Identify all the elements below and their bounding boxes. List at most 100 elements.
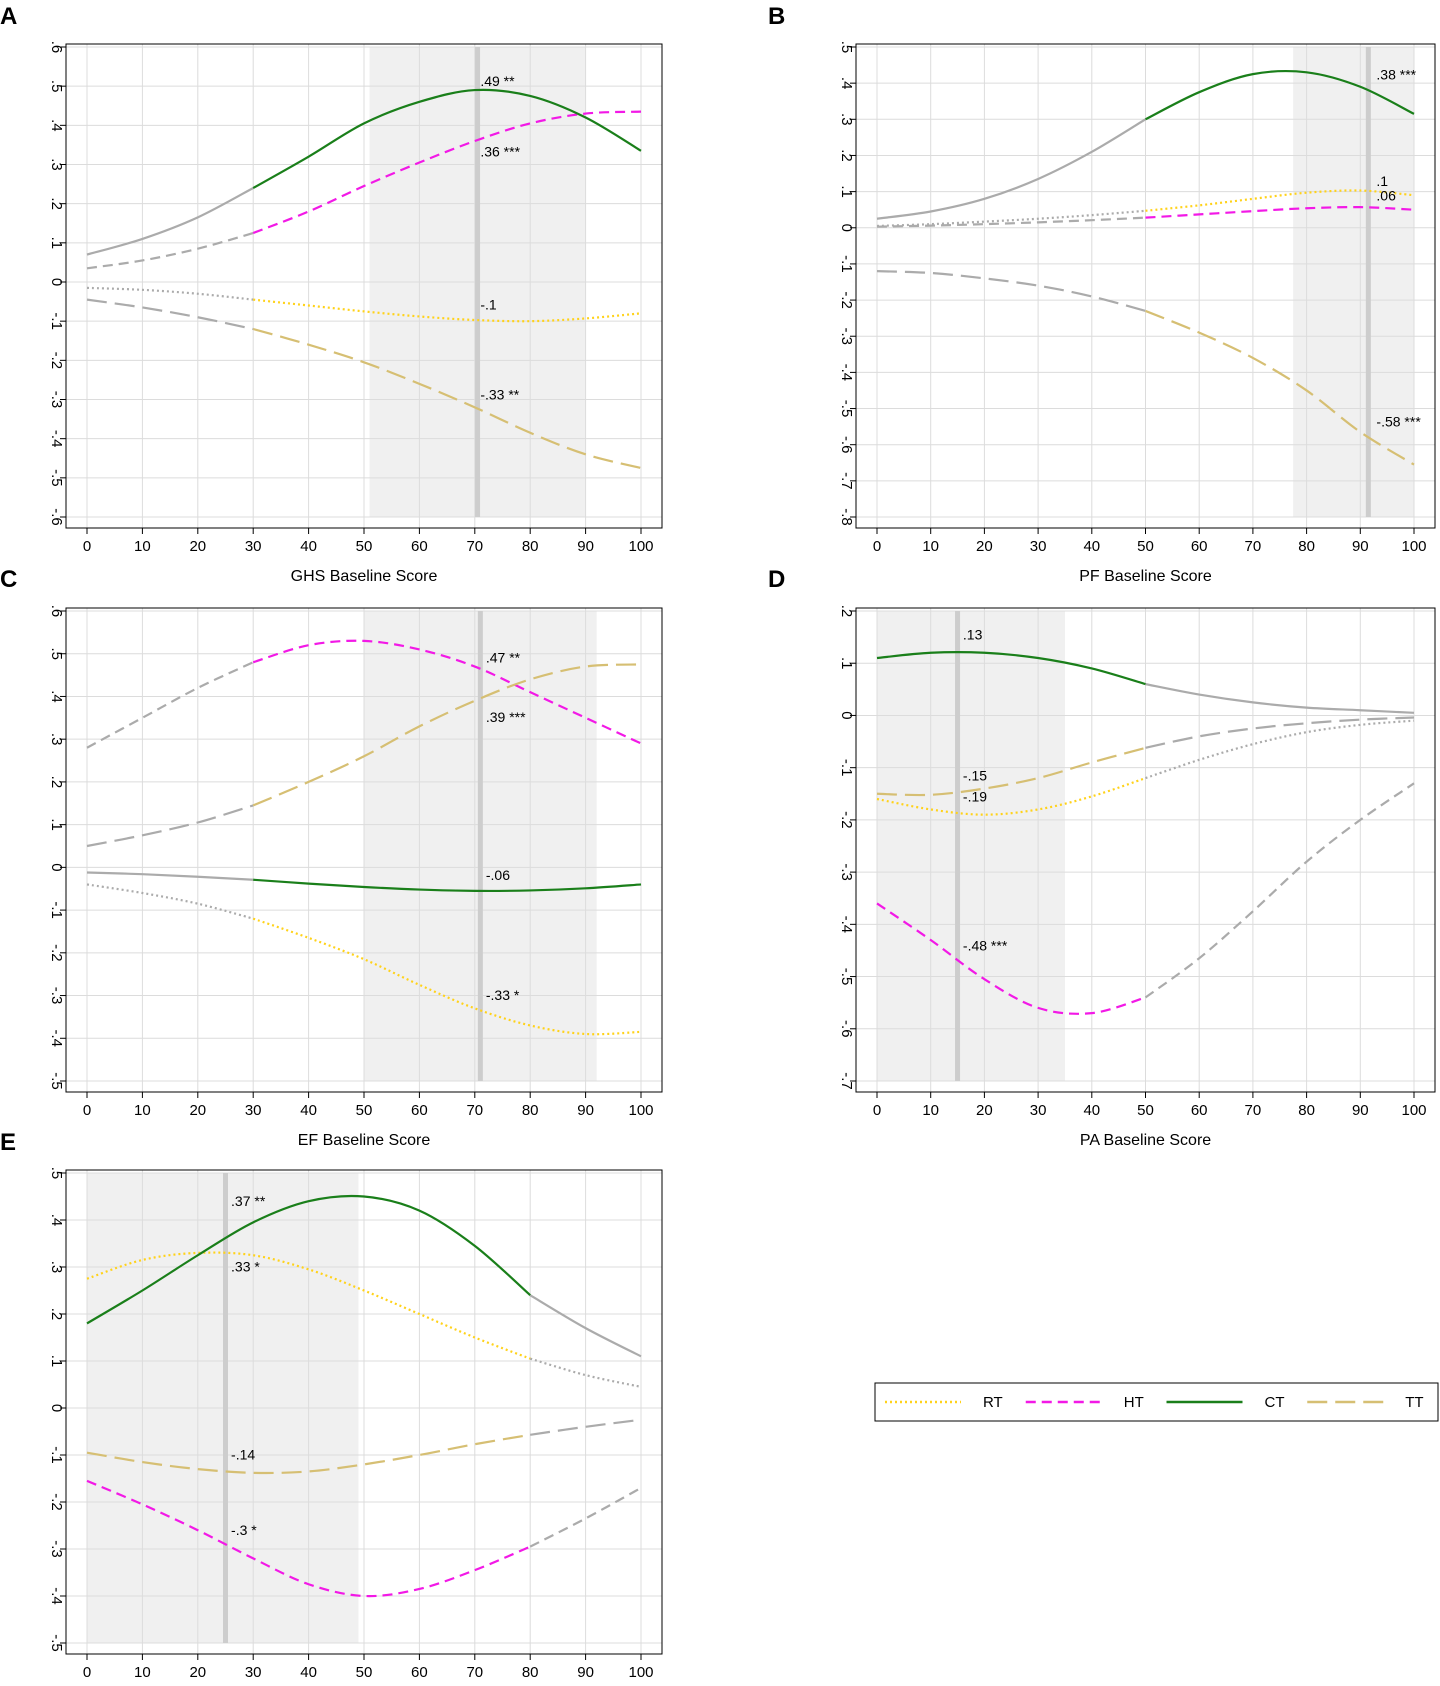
series-line-tt xyxy=(252,663,642,807)
data-label: -.33 ** xyxy=(480,387,519,403)
y-tick-label: -.3 xyxy=(838,863,855,881)
data-label: .47 ** xyxy=(486,649,521,665)
data-label: .13 xyxy=(963,627,983,643)
panel-letter: B xyxy=(768,3,785,30)
y-tick-label: .5 xyxy=(838,41,855,54)
data-label: .06 xyxy=(1376,188,1396,204)
series-line-tt xyxy=(1145,309,1415,466)
x-tick-label: 90 xyxy=(577,1102,594,1119)
x-tick-label: 40 xyxy=(300,1664,317,1681)
y-tick-label: .1 xyxy=(48,1355,65,1368)
x-tick-label: 10 xyxy=(922,538,939,555)
chart-panel-b: B 0 10 20 30 40 50 60 70 80 90 100 .5 .4 .3 .2 .1 0 -.1 -.2… xyxy=(768,3,1436,585)
series-line-inactive xyxy=(876,209,1146,228)
y-tick-label: .4 xyxy=(48,690,65,703)
x-tick-label: 70 xyxy=(1245,538,1262,555)
series-line-inactive xyxy=(1145,683,1415,714)
series-line-ct xyxy=(253,878,642,893)
series-ct xyxy=(86,1194,642,1358)
series-line-inactive xyxy=(876,270,1146,312)
series-rt xyxy=(86,286,642,323)
x-axis-title: PA Baseline Score xyxy=(1080,1132,1211,1149)
legend-item-ht: HT xyxy=(1025,1394,1144,1411)
series-line-ct xyxy=(1145,69,1415,121)
x-tick-label: 20 xyxy=(976,538,993,555)
y-tick-label: -.2 xyxy=(48,1493,65,1511)
significance-region xyxy=(877,611,1065,1081)
y-tick-label: -.4 xyxy=(48,1030,65,1048)
data-label: .39 *** xyxy=(486,709,526,725)
series-ht xyxy=(876,206,1415,228)
x-tick-label: 30 xyxy=(245,1664,262,1681)
x-tick-label: 60 xyxy=(1191,538,1208,555)
y-tick-label: .5 xyxy=(48,647,65,660)
x-tick-label: 60 xyxy=(411,1102,428,1119)
series-ht xyxy=(86,110,642,270)
series-line-ct xyxy=(252,88,642,189)
y-tick-label: .2 xyxy=(838,605,855,618)
y-tick-label: .6 xyxy=(48,41,65,54)
x-tick-label: 100 xyxy=(628,1102,653,1119)
panel-letter: C xyxy=(0,566,17,593)
chart-panel-c: C 0 10 20 30 40 50 60 70 80 90 100 .6 .5 .4 .3 .2 .1 0 -.1 -… xyxy=(0,566,663,1149)
data-label: -.1 xyxy=(480,296,497,312)
x-tick-label: 50 xyxy=(1137,1102,1154,1119)
x-tick-label: 10 xyxy=(134,1664,151,1681)
x-tick-label: 20 xyxy=(189,1102,206,1119)
y-tick-label: .3 xyxy=(48,733,65,746)
x-tick-label: 50 xyxy=(1137,538,1154,555)
series-line-ht xyxy=(86,1479,531,1598)
series-line-inactive xyxy=(86,804,254,848)
y-tick-label: -.5 xyxy=(48,1072,65,1090)
panel-letter: A xyxy=(0,3,17,30)
series-line-inactive xyxy=(529,1294,642,1358)
data-label: -.3 * xyxy=(231,1522,257,1538)
series-line-inactive xyxy=(86,187,254,256)
y-tick-label: -.4 xyxy=(48,1587,65,1605)
y-tick-label: -.3 xyxy=(48,987,65,1005)
series-line-inactive xyxy=(1145,719,1415,780)
y-tick-label: -.2 xyxy=(838,811,855,829)
y-tick-label: .4 xyxy=(48,119,65,132)
x-tick-label: 90 xyxy=(1352,1102,1369,1119)
series-ct xyxy=(86,88,642,256)
y-tick-label: -.5 xyxy=(838,400,855,418)
series-line-inactive xyxy=(530,1418,642,1436)
data-label: -.14 xyxy=(231,1447,255,1463)
data-label: -.58 *** xyxy=(1376,414,1421,430)
series-ct xyxy=(86,871,642,893)
x-tick-label: 60 xyxy=(411,538,428,555)
series-ct xyxy=(876,69,1415,220)
y-tick-label: .2 xyxy=(48,1308,65,1321)
y-tick-label: .1 xyxy=(48,818,65,831)
y-tick-label: -.6 xyxy=(838,436,855,454)
x-tick-label: 0 xyxy=(83,1664,91,1681)
x-tick-label: 20 xyxy=(976,1102,993,1119)
series-line-ct xyxy=(876,651,1146,686)
series-line-ht xyxy=(1145,206,1415,219)
data-label: .33 * xyxy=(231,1259,260,1275)
x-tick-label: 40 xyxy=(1083,538,1100,555)
y-tick-label: -.1 xyxy=(838,255,855,273)
y-tick-label: .4 xyxy=(48,1214,65,1227)
y-tick-label: .2 xyxy=(838,149,855,162)
y-tick-label: 0 xyxy=(48,863,65,871)
y-tick-label: -.4 xyxy=(48,430,65,448)
x-tick-label: 0 xyxy=(83,1102,91,1119)
data-label: .36 *** xyxy=(480,144,520,160)
y-tick-label: -.1 xyxy=(48,1446,65,1464)
chart-panel-d: D 0 10 20 30 40 50 60 70 80 90 100 .2 .1 0 -.1 -.2 -.3 -.4… xyxy=(768,566,1436,1149)
data-label: .37 ** xyxy=(231,1193,266,1209)
x-tick-label: 70 xyxy=(1245,1102,1262,1119)
x-tick-label: 90 xyxy=(577,538,594,555)
y-tick-label: -.3 xyxy=(48,391,65,409)
series-ht xyxy=(86,639,642,749)
x-tick-label: 0 xyxy=(83,538,91,555)
series-line-inactive xyxy=(86,661,254,749)
y-tick-label: -.5 xyxy=(48,469,65,487)
x-tick-label: 100 xyxy=(628,538,653,555)
legend-item-tt: TT xyxy=(1307,1394,1424,1411)
y-tick-label: .1 xyxy=(838,657,855,670)
x-tick-label: 10 xyxy=(134,538,151,555)
legend-label: RT xyxy=(983,1394,1003,1411)
